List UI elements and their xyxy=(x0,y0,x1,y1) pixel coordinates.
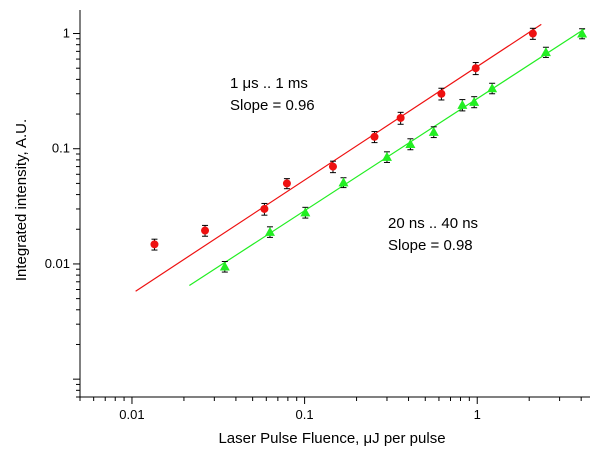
triangle-marker xyxy=(469,96,480,106)
fit-line-red xyxy=(135,23,542,292)
triangle-marker xyxy=(381,151,392,161)
data-point-red xyxy=(328,160,337,174)
data-point-green xyxy=(300,206,311,219)
x-tick-label: 0.1 xyxy=(296,407,314,422)
data-point-red xyxy=(528,27,537,40)
circle-marker xyxy=(396,113,405,122)
data-point-green xyxy=(338,177,349,189)
y-tick-label: 0.1 xyxy=(52,141,70,156)
circle-marker xyxy=(528,29,537,38)
annotation-green-line1: 20 ns .. 40 ns xyxy=(388,215,478,232)
data-point-red xyxy=(396,111,405,125)
data-point-red xyxy=(150,238,159,251)
circle-marker xyxy=(282,179,291,188)
data-point-red xyxy=(437,87,446,101)
y-tick-label: 0.01 xyxy=(45,256,70,271)
data-point-green xyxy=(457,99,468,112)
data-point-red xyxy=(201,224,210,237)
data-point-red xyxy=(471,62,480,76)
triangle-marker xyxy=(487,83,498,93)
triangle-marker xyxy=(577,28,588,38)
y-tick-label: 1 xyxy=(63,26,70,41)
data-point-red xyxy=(370,131,379,144)
data-point-red xyxy=(282,178,291,190)
series-points xyxy=(150,27,588,273)
x-tick-label: 0.01 xyxy=(119,407,144,422)
circle-marker xyxy=(260,204,269,213)
triangle-marker xyxy=(219,261,230,271)
annotation-green-line2: Slope = 0.98 xyxy=(388,237,473,254)
data-point-green xyxy=(381,151,392,163)
triangle-marker xyxy=(405,138,416,148)
circle-marker xyxy=(471,64,480,73)
circle-marker xyxy=(328,162,337,171)
annotation-red-line1: 1 μs .. 1 ms xyxy=(230,75,308,92)
data-point-green xyxy=(219,261,230,273)
data-point-green xyxy=(405,138,416,151)
annotation-red-line2: Slope = 0.96 xyxy=(230,97,315,114)
data-point-green xyxy=(469,96,480,109)
circle-marker xyxy=(201,226,210,235)
circle-marker xyxy=(370,132,379,141)
data-point-green xyxy=(577,28,588,40)
data-point-red xyxy=(260,202,269,216)
x-axis-title: Laser Pulse Fluence, μJ per pulse xyxy=(218,430,445,447)
circle-marker xyxy=(437,89,446,98)
data-point-green xyxy=(487,82,498,95)
triangle-marker xyxy=(428,126,439,136)
triangle-marker xyxy=(457,99,468,109)
triangle-marker xyxy=(264,226,275,236)
y-axis-title: Integrated intensity, A.U. xyxy=(13,119,30,281)
data-point-green xyxy=(264,226,275,238)
triangle-marker xyxy=(338,177,349,187)
data-point-green xyxy=(540,46,551,58)
triangle-marker xyxy=(540,47,551,57)
circle-marker xyxy=(150,240,159,249)
x-tick-label: 1 xyxy=(474,407,481,422)
triangle-marker xyxy=(300,207,311,217)
axes: 0.01 0.1 1 0.01 0.1 1 xyxy=(45,10,590,422)
data-point-green xyxy=(428,126,439,139)
fit-lines xyxy=(135,23,586,292)
